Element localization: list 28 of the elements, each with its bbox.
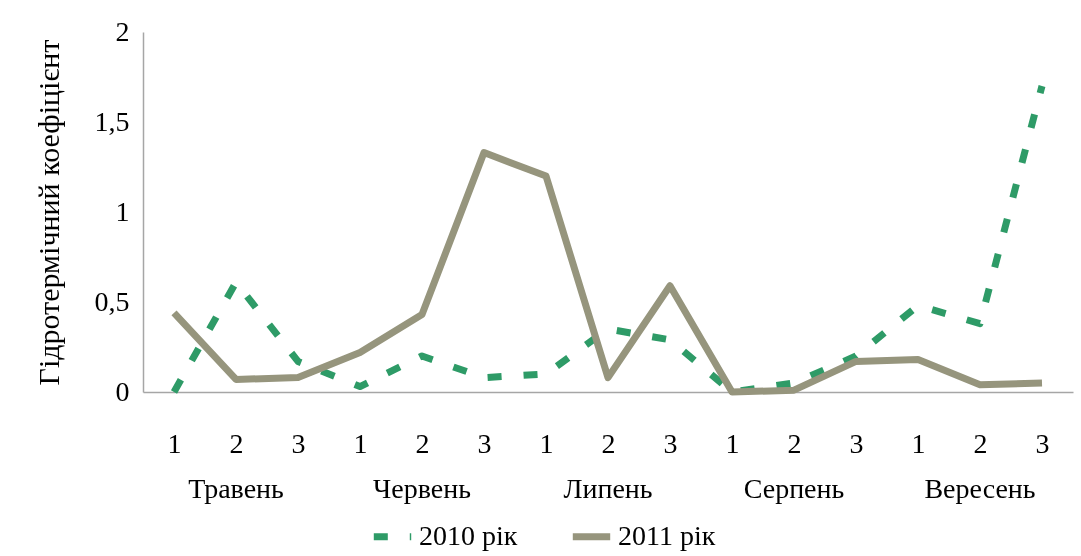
- y-tick-label: 0: [115, 375, 130, 407]
- x-tick-label: 2: [787, 427, 802, 459]
- x-tick-label: 3: [477, 427, 492, 459]
- y-tick-label: 1: [115, 195, 130, 227]
- x-tick-label: 1: [539, 427, 554, 459]
- x-tick-label: 1: [353, 427, 368, 459]
- text: Липень: [563, 473, 653, 504]
- y-tick-label: 1,5: [94, 105, 130, 137]
- x-tick-label: 2: [601, 427, 616, 459]
- y-axis-title: Гідротермічний коефіцієнт: [31, 39, 65, 386]
- x-tick-label: 3: [1035, 427, 1050, 459]
- y-tick-label: 0,5: [94, 285, 130, 317]
- x-tick-label: 3: [291, 427, 306, 459]
- x-tick-label: 3: [663, 427, 678, 459]
- x-tick-label: 3: [849, 427, 864, 459]
- text: Серпень: [743, 473, 845, 504]
- text: Червень: [373, 473, 471, 504]
- x-tick-label: 2: [973, 427, 988, 459]
- x-tick-label: 2: [415, 427, 430, 459]
- legend-label: 2010 рік: [419, 519, 518, 551]
- legend-label: 2011 рік: [618, 519, 716, 551]
- x-tick-label: 2: [229, 427, 244, 459]
- text: Травень: [188, 473, 284, 504]
- x-tick-label: 1: [167, 427, 182, 459]
- text: Вересень: [924, 473, 1036, 504]
- x-tick-label: 1: [911, 427, 926, 459]
- y-tick-label: 2: [115, 15, 130, 47]
- x-tick-label: 1: [725, 427, 740, 459]
